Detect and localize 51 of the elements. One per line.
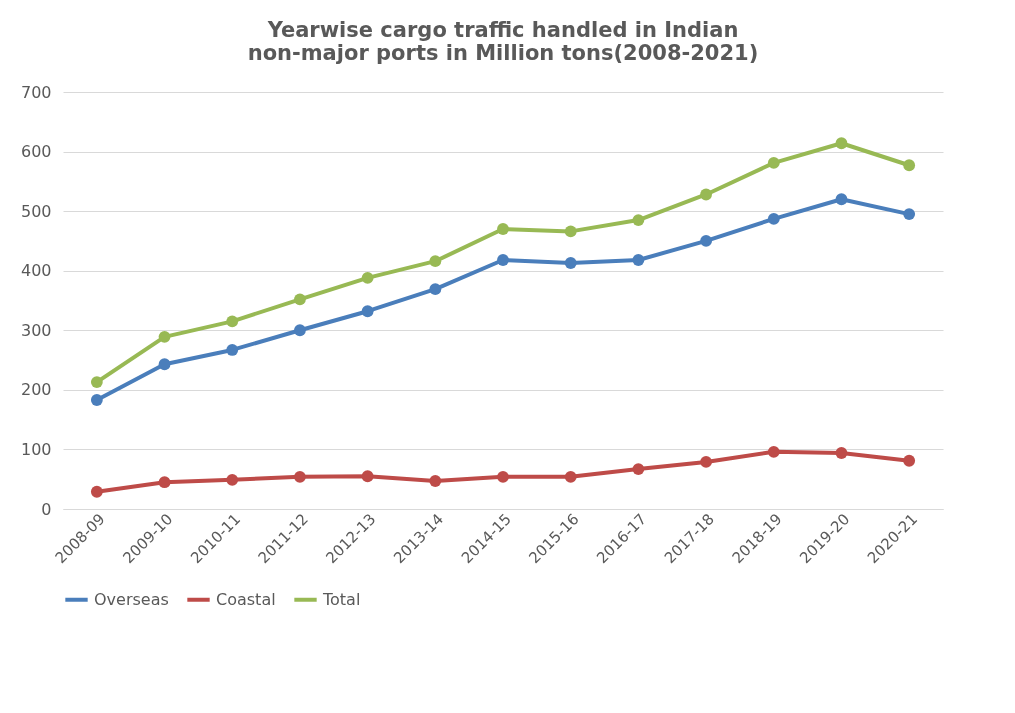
- y-tick-label: 0: [41, 499, 52, 519]
- legend-label: Overseas: [94, 589, 169, 609]
- y-tick-label: 200: [20, 380, 52, 400]
- point: [90, 394, 103, 406]
- y-tick-label: 600: [20, 142, 52, 162]
- point: [564, 225, 577, 238]
- point: [361, 470, 374, 483]
- point: [564, 470, 577, 483]
- point: [767, 445, 780, 458]
- point: [903, 208, 916, 221]
- point: [632, 254, 645, 266]
- point: [835, 447, 848, 459]
- point: [158, 330, 171, 343]
- y-tick-label: 400: [20, 261, 52, 281]
- point: [497, 470, 509, 483]
- point: [767, 212, 780, 225]
- point: [294, 293, 306, 306]
- point: [361, 271, 374, 284]
- point: [700, 188, 712, 201]
- point: [226, 344, 239, 356]
- point: [835, 137, 848, 150]
- y-tick-label: 100: [20, 439, 52, 459]
- point: [294, 470, 306, 483]
- point: [564, 257, 577, 269]
- y-tick-label: 700: [20, 82, 52, 102]
- legend-label: Coastal: [216, 589, 276, 609]
- point: [429, 283, 442, 296]
- legend-label: Total: [322, 589, 361, 609]
- point: [90, 376, 103, 389]
- point: [226, 315, 239, 328]
- point: [429, 475, 442, 487]
- point: [226, 473, 239, 486]
- point: [767, 156, 780, 169]
- point: [294, 324, 306, 337]
- point: [158, 358, 171, 371]
- point: [90, 485, 103, 498]
- chart-title: Yearwise cargo traffic handled in Indian non-major ports in Million tons(2008-2021): [247, 18, 759, 65]
- point: [903, 159, 916, 172]
- point: [158, 476, 171, 489]
- point: [632, 463, 645, 475]
- point: [632, 214, 645, 226]
- point: [361, 305, 374, 318]
- point: [835, 193, 848, 206]
- point: [700, 235, 712, 247]
- point: [497, 223, 509, 235]
- point: [497, 254, 509, 266]
- point: [903, 454, 916, 467]
- point: [700, 456, 712, 468]
- y-tick-label: 500: [20, 201, 52, 221]
- y-tick-label: 300: [20, 320, 52, 340]
- point: [429, 255, 442, 268]
